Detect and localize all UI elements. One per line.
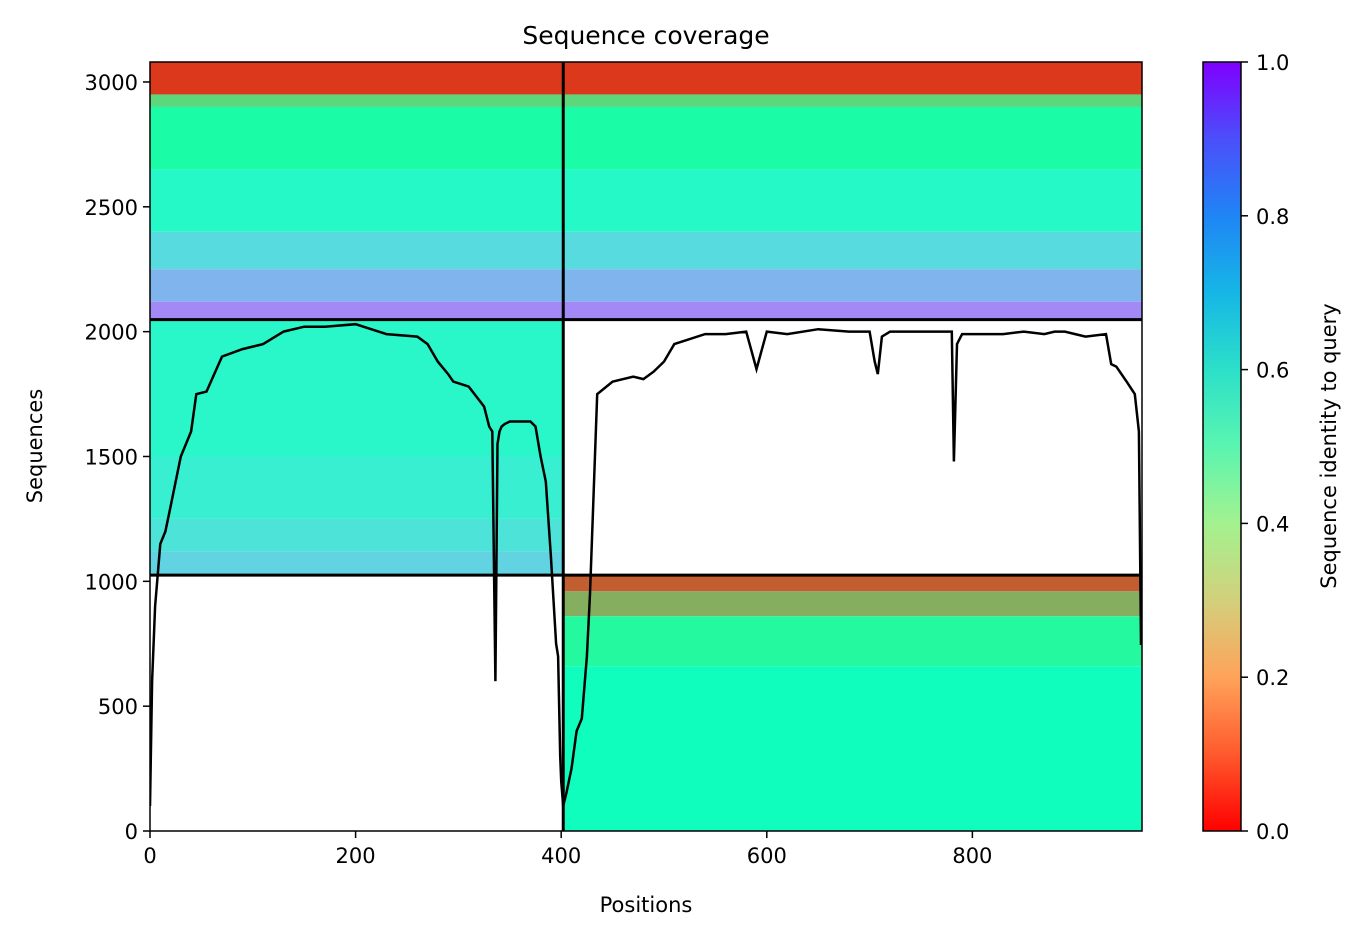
colorbar-ticks: 0.0 0.2 0.4 0.6 0.8 1.0: [1241, 51, 1289, 844]
identity-band: [563, 591, 1142, 617]
x-tick-label: 600: [747, 844, 787, 868]
plot-area: [150, 62, 1142, 831]
identity-band: [563, 575, 1142, 592]
y-tick-label: 1500: [85, 445, 138, 469]
x-tick-label: 0: [143, 844, 156, 868]
x-tick-label: 400: [541, 844, 581, 868]
heatmap-block: [150, 62, 1142, 320]
identity-band: [563, 616, 1142, 667]
y-tick-label: 1000: [85, 570, 138, 594]
identity-band: [150, 94, 1142, 107]
x-tick-label: 800: [952, 844, 992, 868]
identity-band: [150, 301, 1142, 320]
heatmap-block: [150, 319, 564, 576]
identity-band: [150, 106, 1142, 170]
colorbar-tick-label: 0.6: [1256, 359, 1289, 383]
x-axis-ticks: 0 200 400 600 800: [143, 831, 992, 868]
x-tick-label: 200: [336, 844, 376, 868]
colorbar-tick-label: 0.8: [1256, 205, 1289, 229]
heatmap-blocks: [150, 62, 1142, 831]
identity-band: [563, 666, 1142, 831]
colorbar: 0.0 0.2 0.4 0.6 0.8 1.0 Sequence identity to …: [1202, 51, 1341, 844]
x-axis-label: Positions: [600, 893, 693, 917]
colorbar-gradient: [1202, 61, 1242, 832]
identity-band: [150, 551, 564, 576]
colorbar-label: Sequence identity to query: [1317, 303, 1341, 588]
chart-title: Sequence coverage: [522, 21, 769, 50]
colorbar-tick-label: 0.4: [1256, 512, 1289, 536]
coverage-line: [150, 322, 1142, 807]
colorbar-tick-label: 0.2: [1256, 666, 1289, 690]
identity-band: [150, 518, 564, 552]
colorbar-tick-label: 0.0: [1256, 820, 1289, 844]
identity-band: [150, 269, 1142, 302]
identity-band: [150, 319, 564, 457]
plot-frame: [149, 61, 1143, 832]
y-tick-label: 0: [125, 820, 138, 844]
identity-band: [150, 62, 1142, 95]
colorbar-tick-label: 1.0: [1256, 51, 1289, 75]
identity-band: [150, 456, 564, 519]
y-tick-label: 3000: [85, 71, 138, 95]
y-tick-label: 500: [98, 695, 138, 719]
y-tick-label: 2500: [85, 196, 138, 220]
y-axis-label: Sequences: [23, 389, 47, 504]
chain-boundaries: [150, 62, 1142, 831]
heatmap-block: [563, 575, 1142, 831]
identity-band: [150, 169, 1142, 232]
y-axis-ticks: 0 500 1000 1500 2000 2500 3000: [85, 71, 150, 844]
identity-band: [150, 231, 1142, 270]
y-tick-label: 2000: [85, 321, 138, 345]
